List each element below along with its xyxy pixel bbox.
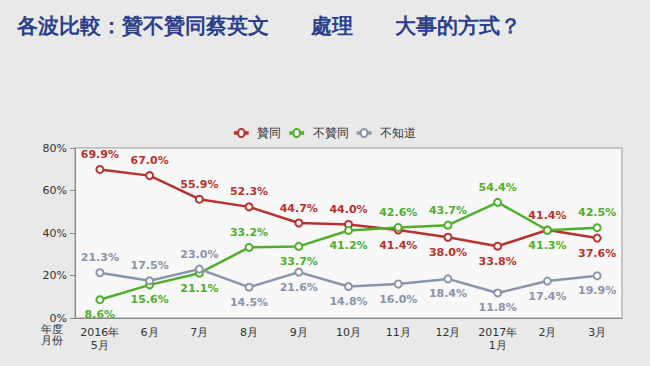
svg-text:17.5%: 17.5% bbox=[131, 259, 169, 272]
svg-text:2016年: 2016年 bbox=[80, 326, 119, 339]
svg-text:54.4%: 54.4% bbox=[479, 181, 517, 194]
svg-text:69.9%: 69.9% bbox=[81, 148, 119, 161]
svg-text:33.2%: 33.2% bbox=[230, 226, 268, 239]
svg-text:23.0%: 23.0% bbox=[180, 248, 218, 261]
svg-text:2017年: 2017年 bbox=[478, 326, 517, 339]
svg-text:19.9%: 19.9% bbox=[578, 284, 616, 297]
svg-text:41.4%: 41.4% bbox=[379, 239, 417, 252]
svg-text:38.0%: 38.0% bbox=[429, 246, 467, 259]
svg-text:21.3%: 21.3% bbox=[81, 251, 119, 264]
svg-text:11月: 11月 bbox=[386, 326, 411, 339]
svg-text:41.4%: 41.4% bbox=[528, 209, 566, 222]
svg-text:42.5%: 42.5% bbox=[578, 206, 616, 219]
svg-text:60%: 60% bbox=[43, 184, 67, 197]
svg-text:55.9%: 55.9% bbox=[180, 178, 218, 191]
svg-text:33.7%: 33.7% bbox=[280, 255, 318, 268]
svg-text:12月: 12月 bbox=[435, 326, 460, 339]
svg-text:11.8%: 11.8% bbox=[479, 301, 517, 314]
svg-text:不贊同: 不贊同 bbox=[313, 126, 349, 140]
svg-text:80%: 80% bbox=[43, 142, 67, 155]
svg-text:44.0%: 44.0% bbox=[329, 203, 367, 216]
svg-text:不知道: 不知道 bbox=[380, 126, 416, 140]
svg-text:7月: 7月 bbox=[190, 326, 208, 339]
svg-text:20%: 20% bbox=[43, 269, 67, 282]
svg-text:各波比較：贊不贊同蔡英文 處理 大事的方式？: 各波比較：贊不贊同蔡英文 處理 大事的方式？ bbox=[16, 14, 521, 38]
svg-text:21.6%: 21.6% bbox=[280, 281, 318, 294]
svg-text:41.2%: 41.2% bbox=[329, 239, 367, 252]
svg-text:52.3%: 52.3% bbox=[230, 185, 268, 198]
svg-text:月份: 月份 bbox=[41, 334, 63, 347]
svg-text:年度: 年度 bbox=[41, 323, 63, 336]
svg-text:6月: 6月 bbox=[141, 326, 159, 339]
svg-text:43.7%: 43.7% bbox=[429, 204, 467, 217]
svg-text:18.4%: 18.4% bbox=[429, 287, 467, 300]
svg-text:8月: 8月 bbox=[240, 326, 258, 339]
svg-text:9月: 9月 bbox=[290, 326, 308, 339]
svg-text:21.1%: 21.1% bbox=[180, 282, 218, 295]
svg-text:3月: 3月 bbox=[588, 326, 606, 339]
svg-text:0%: 0% bbox=[50, 312, 67, 325]
svg-text:42.6%: 42.6% bbox=[379, 206, 417, 219]
svg-text:1月: 1月 bbox=[489, 339, 507, 352]
svg-text:14.5%: 14.5% bbox=[230, 296, 268, 309]
svg-text:17.4%: 17.4% bbox=[528, 290, 566, 303]
svg-text:33.8%: 33.8% bbox=[479, 255, 517, 268]
svg-text:37.6%: 37.6% bbox=[578, 247, 616, 260]
svg-text:8.6%: 8.6% bbox=[85, 308, 116, 321]
svg-text:贊同: 贊同 bbox=[257, 126, 281, 140]
svg-text:14.8%: 14.8% bbox=[329, 295, 367, 308]
svg-text:2月: 2月 bbox=[538, 326, 556, 339]
svg-text:10月: 10月 bbox=[336, 326, 361, 339]
svg-text:40%: 40% bbox=[43, 227, 67, 240]
svg-text:16.0%: 16.0% bbox=[379, 293, 417, 306]
svg-text:67.0%: 67.0% bbox=[131, 154, 169, 167]
svg-text:5月: 5月 bbox=[91, 339, 109, 352]
svg-text:41.3%: 41.3% bbox=[528, 239, 566, 252]
svg-text:44.7%: 44.7% bbox=[280, 202, 318, 215]
svg-text:15.6%: 15.6% bbox=[131, 293, 169, 306]
